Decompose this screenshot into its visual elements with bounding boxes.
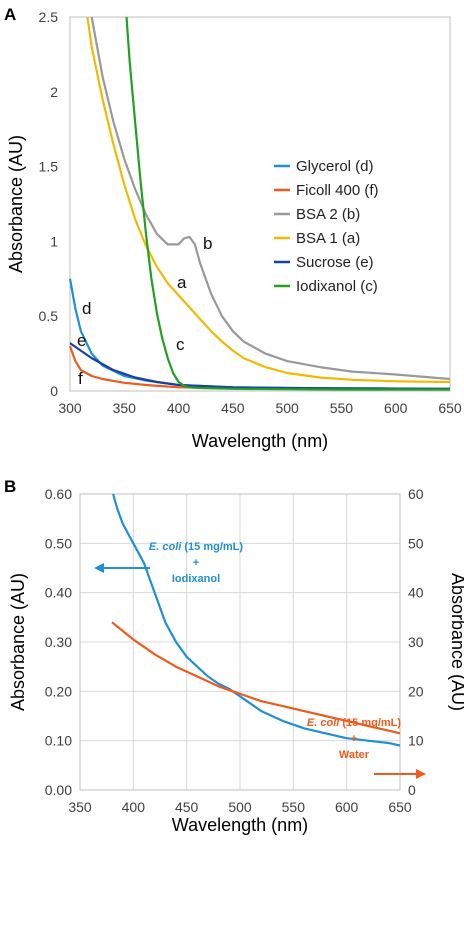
- panel-a-y-tick-label: 2: [50, 84, 58, 100]
- legend-item-bsa2: BSA 2 (b): [296, 206, 360, 223]
- panel-b-y-tick-label: 0.20: [45, 683, 72, 699]
- panel-b-x-tick-label: 400: [122, 799, 146, 815]
- series-line-water: [111, 621, 401, 735]
- panel-b-y-tick-label: 0.40: [45, 585, 72, 601]
- curve-label-b: b: [203, 234, 212, 253]
- panel-a-y-ticks: 0 0.5 1 1.5 2 2.5: [39, 9, 59, 399]
- panel-b-x-tick-label: 500: [228, 799, 252, 815]
- panel-a-x-tick-label: 450: [221, 400, 245, 416]
- curve-label-c: c: [176, 335, 185, 354]
- panel-b-frame: [79, 493, 401, 791]
- panel-b-y-tick-label: 0.00: [45, 782, 72, 798]
- panel-b-y-tick-label: 0.60: [45, 486, 72, 502]
- panel-b-y2-ticks: 0 10 20 30 40 50 60: [408, 486, 424, 798]
- panel-b-x-tick-label: 450: [175, 799, 199, 815]
- annotation-water-conc: (15 mg/mL): [339, 717, 401, 729]
- series-line-c: [125, 16, 450, 391]
- curve-label-a: a: [177, 273, 187, 292]
- arrow-right-head-icon: [416, 769, 426, 779]
- series-line-e: [69, 342, 451, 390]
- panel-b-x-tick-label: 350: [68, 799, 92, 815]
- panel-b-grid: [79, 493, 401, 791]
- legend-item-iodixanol: Iodixanol (c): [296, 278, 378, 295]
- panel-a-letter: A: [4, 5, 16, 24]
- panel-a-frame: [69, 16, 451, 392]
- panel-b-y2-tick-label: 0: [408, 782, 416, 798]
- panel-b-y-ticks: 0.00 0.10 0.20 0.30 0.40 0.50 0.60: [45, 486, 72, 798]
- panel-b-y2-tick-label: 10: [408, 733, 424, 749]
- panel-a-plot: 300 350 400 450 500 550 600 650 0 0.5 1 1.5 2 2.5 Wa…: [6, 9, 462, 451]
- panel-a-y-tick-label: 1.5: [39, 159, 59, 175]
- panel-a-series: [68, 16, 451, 391]
- panel-b-letter: B: [4, 477, 16, 496]
- series-line-f: [68, 345, 450, 391]
- panel-b-x-tick-label: 600: [335, 799, 359, 815]
- annotation-iodixanol-organism: E. coli: [149, 541, 182, 553]
- panel-a-y-axis-label: Absorbance (AU): [6, 135, 26, 273]
- panel-a-legend: Glycerol (d) Ficoll 400 (f) BSA 2 (b) BS…: [274, 158, 379, 295]
- arrow-left-head-icon: [94, 563, 104, 573]
- annotation-water-line1: E. coli (15 mg/mL): [307, 717, 401, 729]
- annotation-iodixanol: E. coli (15 mg/mL) + Iodixanol: [94, 541, 243, 585]
- panel-b-y2-tick-label: 20: [408, 683, 424, 699]
- panel-b-y2-tick-label: 30: [408, 634, 424, 650]
- panel-a-x-tick-label: 350: [113, 400, 137, 416]
- panel-b-y-tick-label: 0.50: [45, 535, 72, 551]
- panel-a-x-tick-label: 650: [438, 400, 462, 416]
- panel-b-x-tick-label: 650: [388, 799, 412, 815]
- panel-b-x-tick-label: 550: [282, 799, 306, 815]
- panel-b-y2-axis-label: Absorbance (AU): [448, 573, 464, 711]
- panel-a-x-axis-label: Wavelength (nm): [192, 431, 328, 451]
- panel-b-y-tick-label: 0.10: [45, 733, 72, 749]
- panel-a-x-tick-label: 550: [330, 400, 354, 416]
- panel-a-x-tick-label: 600: [384, 400, 408, 416]
- panel-b-x-ticks: 350 400 450 500 550 600 650: [68, 799, 412, 815]
- annotation-iodixanol-agent: Iodixanol: [172, 573, 220, 585]
- annotation-water-organism: E. coli: [307, 717, 340, 729]
- legend-item-bsa1: BSA 1 (a): [296, 230, 360, 247]
- panel-a-y-tick-label: 0: [50, 383, 58, 399]
- annotation-iodixanol-line1: E. coli (15 mg/mL): [149, 541, 243, 553]
- panel-b-y-axis-label: Absorbance (AU): [8, 573, 28, 711]
- panel-b-plot: 350 400 450 500 550 600 650 0.000.100.200.300.…: [8, 486, 464, 835]
- panel-b-y-tick-label: 0.30: [45, 634, 72, 650]
- curve-label-e: e: [77, 331, 86, 350]
- series-line-d: [68, 278, 451, 390]
- legend-item-ficoll: Ficoll 400 (f): [296, 182, 379, 199]
- annotation-water-agent: Water: [339, 749, 370, 761]
- annotation-iodixanol-conc: (15 mg/mL): [181, 541, 243, 553]
- annotation-iodixanol-plus: +: [193, 557, 199, 569]
- panel-b-series: [111, 493, 401, 747]
- panel-b-x-axis-label: Wavelength (nm): [172, 815, 308, 835]
- series-line-a: [86, 16, 451, 384]
- panel-b-y2-tick-label: 60: [408, 486, 424, 502]
- series-line-iodixanol: [112, 493, 401, 747]
- annotation-water-plus: +: [351, 733, 357, 745]
- annotation-water: E. coli (15 mg/mL) + Water: [307, 717, 426, 779]
- legend-item-sucrose: Sucrose (e): [296, 254, 374, 271]
- panel-a-x-tick-label: 500: [275, 400, 299, 416]
- panel-a-y-tick-label: 2.5: [39, 9, 59, 25]
- panel-a-x-ticks: 300 350 400 450 500 550 600 650: [58, 400, 462, 416]
- curve-label-f: f: [78, 369, 83, 388]
- panel-b-y2-tick-label: 40: [408, 585, 424, 601]
- legend-item-glycerol: Glycerol (d): [296, 158, 374, 175]
- panel-a-x-tick-label: 400: [167, 400, 191, 416]
- panel-a-x-tick-label: 300: [58, 400, 82, 416]
- curve-label-d: d: [82, 299, 91, 318]
- series-line-b: [90, 16, 451, 381]
- panel-a-y-tick-label: 0.5: [39, 308, 59, 324]
- panel-a-y-tick-label: 1: [50, 233, 58, 249]
- panel-b-y2-tick-label: 50: [408, 535, 424, 551]
